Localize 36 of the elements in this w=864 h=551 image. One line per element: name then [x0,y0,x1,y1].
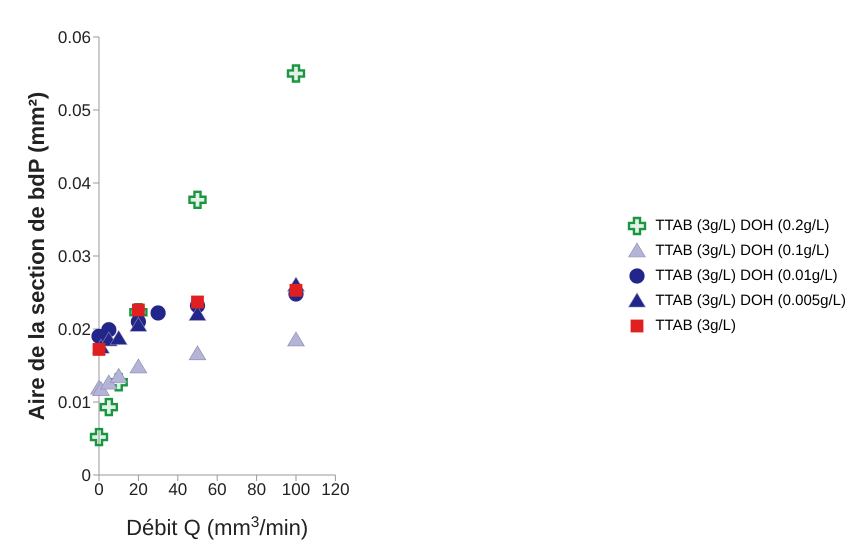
y-tick-label: 0.01 [58,393,91,412]
point [100,398,118,416]
x-tick-label: 0 [94,480,104,500]
x-tick-label: 80 [247,480,266,500]
point [90,428,108,446]
point [286,64,306,83]
x-tick-label: 40 [168,480,188,500]
point [188,346,206,360]
point [100,374,118,390]
legend-label: TTAB (3g/L) DOH (0.1g/L) [655,242,830,259]
y-tick-label: 0.03 [58,247,91,266]
x-tick-label: 20 [128,480,148,500]
legend-label: TTAB (3g/L) DOH (0.005g/L) [655,292,846,309]
point [130,317,148,332]
legend-label: TTAB (3g/L) DOH (0.2g/L) [655,217,830,234]
point [287,332,305,346]
x-tick-label: 100 [282,480,310,500]
legend-label: TTAB (3g/L) [655,317,736,334]
x-axis-title: Débit Q (mm$^{3}$/min) [126,514,308,540]
y-tick-label: 0.06 [58,28,91,48]
y-axis-title: Aire de la section de bdP (mm²) [24,92,49,420]
point [191,296,204,308]
y-tick-label: 0.04 [58,174,91,194]
x-tick-label: 60 [208,480,227,500]
y-tick-label: 0.02 [58,320,91,340]
point [188,306,206,321]
point [132,304,145,316]
legend-label: TTAB (3g/L) DOH (0.01g/L) [655,267,838,284]
point [110,330,128,345]
point [188,190,207,209]
y-tick-label: 0 [82,466,91,486]
point [150,305,166,321]
y-tick-label: 0.05 [58,101,91,120]
point [110,368,128,383]
x-tick-label: 120 [321,480,350,500]
point [130,358,148,374]
